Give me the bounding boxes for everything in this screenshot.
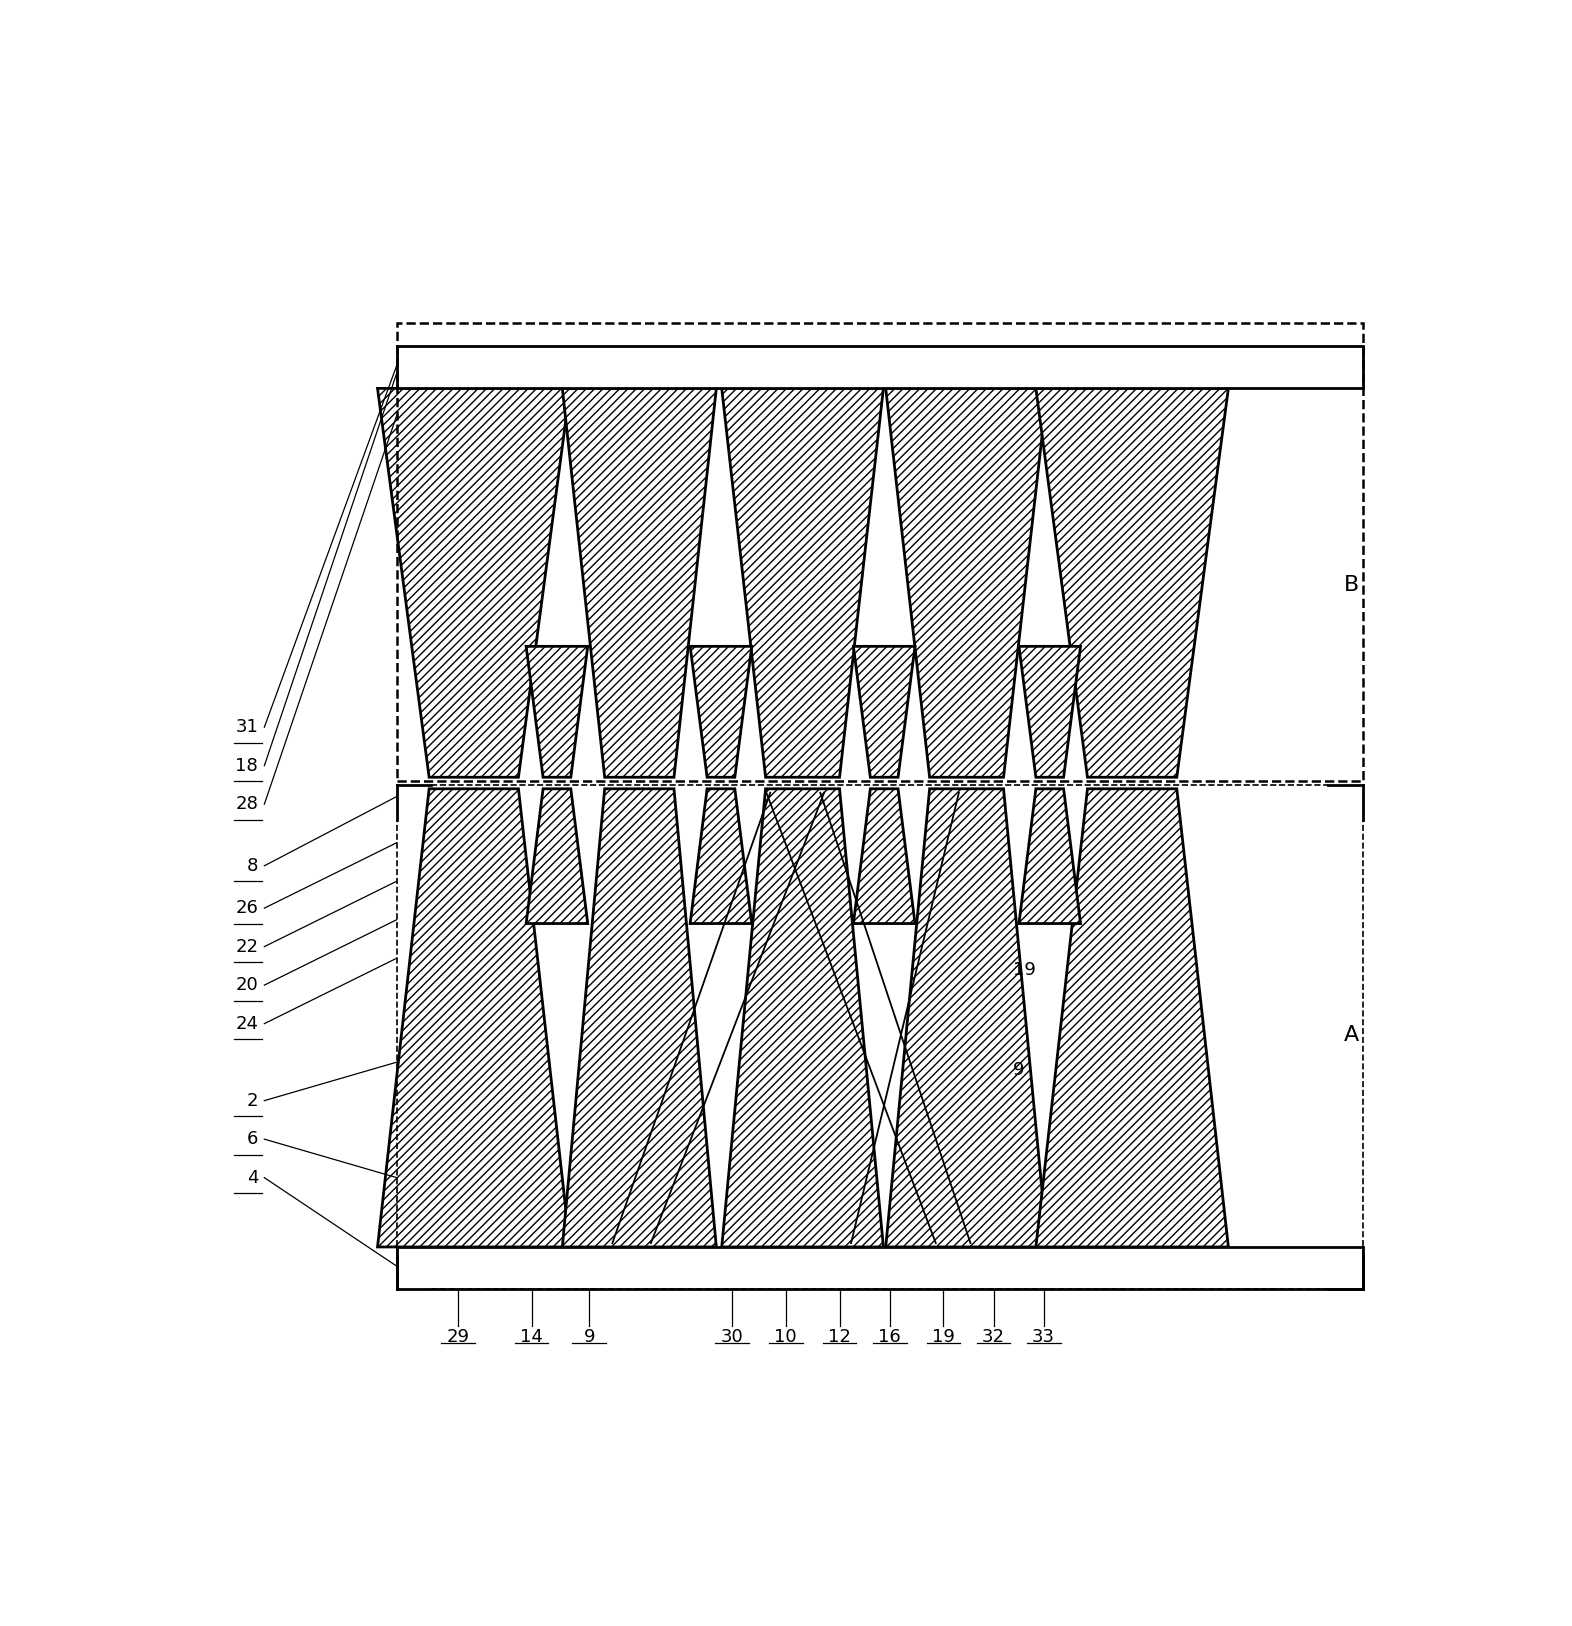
Text: B: B — [1344, 574, 1360, 595]
Polygon shape — [563, 789, 717, 1247]
Bar — [396, 1247, 1363, 1289]
Text: 20: 20 — [236, 976, 258, 993]
Text: 29: 29 — [446, 1328, 470, 1346]
Polygon shape — [854, 789, 915, 924]
Polygon shape — [1019, 789, 1080, 924]
Polygon shape — [377, 789, 571, 1247]
Text: 18: 18 — [236, 756, 258, 774]
Text: 6: 6 — [247, 1130, 258, 1148]
Polygon shape — [1019, 647, 1080, 777]
Polygon shape — [1036, 389, 1228, 777]
Text: 14: 14 — [520, 1328, 542, 1346]
Polygon shape — [854, 647, 915, 777]
Polygon shape — [377, 389, 571, 777]
Polygon shape — [722, 789, 883, 1247]
Text: 30: 30 — [720, 1328, 744, 1346]
Polygon shape — [527, 647, 588, 777]
Text: 31: 31 — [236, 719, 258, 737]
Text: 26: 26 — [236, 899, 258, 917]
Bar — [396, 346, 1363, 389]
Polygon shape — [690, 789, 751, 924]
Text: 32: 32 — [982, 1328, 1005, 1346]
Polygon shape — [563, 389, 717, 777]
Polygon shape — [527, 789, 588, 924]
Text: 24: 24 — [236, 1015, 258, 1033]
Polygon shape — [722, 389, 883, 777]
Text: 12: 12 — [828, 1328, 850, 1346]
Polygon shape — [1036, 789, 1228, 1247]
Text: 9: 9 — [583, 1328, 596, 1346]
Text: 4: 4 — [247, 1169, 258, 1187]
Text: 10: 10 — [775, 1328, 797, 1346]
Text: 2: 2 — [247, 1091, 258, 1109]
Text: A: A — [1344, 1024, 1360, 1046]
Polygon shape — [885, 389, 1047, 777]
Text: 22: 22 — [236, 938, 258, 956]
Text: 19: 19 — [932, 1328, 954, 1346]
Text: 33: 33 — [1033, 1328, 1055, 1346]
Text: 19: 19 — [1012, 961, 1036, 979]
Bar — [396, 324, 1363, 780]
Text: 28: 28 — [236, 795, 258, 813]
Polygon shape — [690, 647, 751, 777]
Polygon shape — [885, 789, 1047, 1247]
Text: 8: 8 — [247, 857, 258, 875]
Text: 16: 16 — [879, 1328, 901, 1346]
Text: 9: 9 — [1012, 1060, 1025, 1078]
